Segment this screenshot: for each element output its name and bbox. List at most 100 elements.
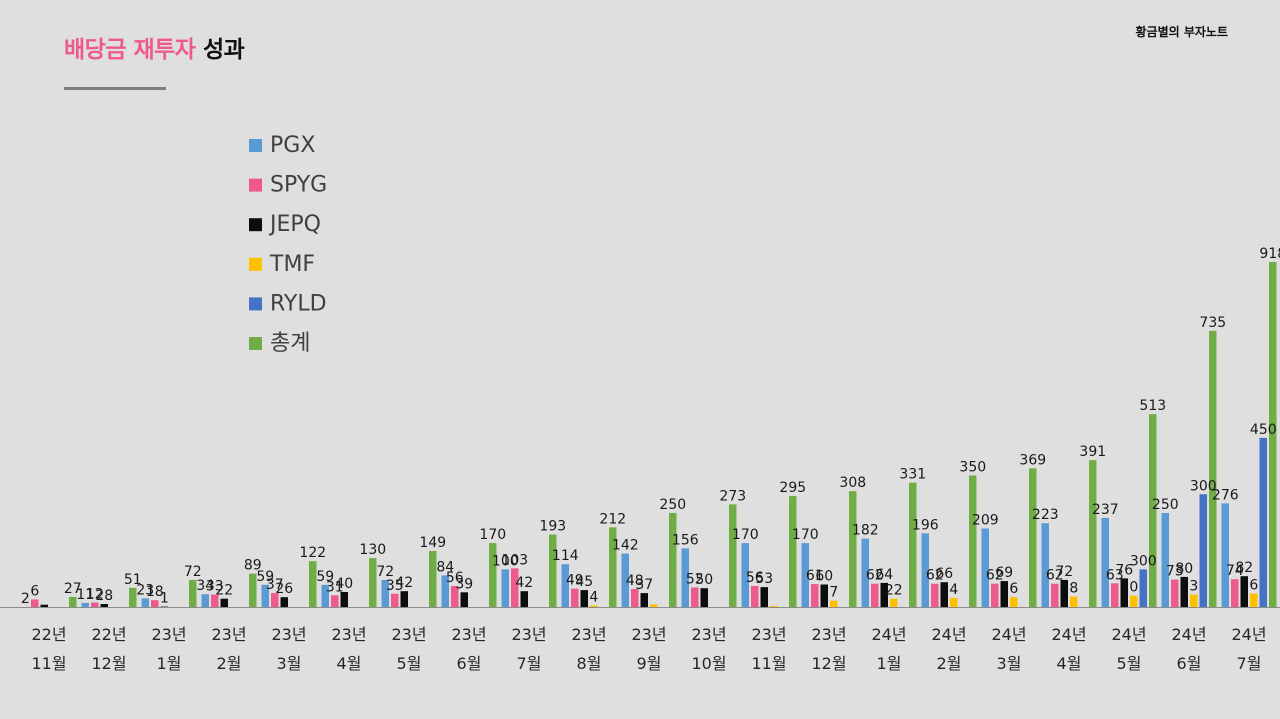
data-label-총계-15: 350 xyxy=(959,460,986,476)
bar-총계-2 xyxy=(189,579,197,607)
bar-총계-0 xyxy=(69,596,77,607)
bar-PGX-15 xyxy=(921,533,929,607)
data-label-PGX-8: 100 xyxy=(492,553,519,569)
data-label-PGX-16: 209 xyxy=(972,513,999,529)
data-label-JEPQ-6: 42 xyxy=(395,575,413,591)
data-label-JEPQ-11: 50 xyxy=(695,572,713,588)
tick-label-month-8: 7월 xyxy=(517,654,542,673)
data-label-SPYG-18: 63 xyxy=(1106,567,1124,583)
bar-PGX-19 xyxy=(1161,513,1169,607)
legend-swatch-TMF xyxy=(249,257,262,271)
bar-SPYG-20 xyxy=(1231,579,1239,607)
bar-TMF-18 xyxy=(1130,595,1138,607)
data-labels-layer: 2 6 27111228512318172343322895937261225931… xyxy=(21,246,1280,607)
tick-label-month-19: 6월 xyxy=(1177,654,1202,673)
bar-총계-19 xyxy=(1209,330,1217,607)
data-label-SPYG-9: 49 xyxy=(566,573,584,589)
bar-JEPQ-6 xyxy=(400,591,408,607)
data-label-PGX-6: 72 xyxy=(376,564,394,580)
tick-label-month-2: 1월 xyxy=(157,654,182,673)
data-label-TMF-13: 7 xyxy=(829,585,838,601)
bar-SPYG-10 xyxy=(631,589,639,607)
bar-TMF-17 xyxy=(1070,596,1078,607)
bar-JEPQ-7 xyxy=(460,592,468,607)
bar-JEPQ-0 xyxy=(40,604,48,607)
bar-총계-10 xyxy=(669,513,677,607)
bar-PGX-9 xyxy=(561,564,569,607)
data-label-TMF-17: 8 xyxy=(1069,581,1078,597)
bar-총계-5 xyxy=(369,558,377,607)
bar-JEPQ-19 xyxy=(1180,576,1188,607)
tick-label-year-7: 23년 xyxy=(451,625,486,644)
bar-총계-7 xyxy=(489,543,497,607)
data-label-SPYG-14: 62 xyxy=(866,568,884,584)
tick-label-month-0: 11월 xyxy=(31,654,66,673)
data-label-RYLD-20: 450 xyxy=(1250,422,1277,438)
bar-SPYG-0 xyxy=(31,599,39,607)
tick-label-year-11: 23년 xyxy=(691,625,726,644)
data-label-SPYG-17: 62 xyxy=(1046,568,1064,584)
data-label-SPYG-10: 48 xyxy=(626,573,644,589)
legend-label-RYLD: RYLD xyxy=(270,291,327,316)
data-label-JEPQ-14: 64 xyxy=(875,567,893,583)
data-label-총계-1: 51 xyxy=(124,572,142,588)
bar-SPYG-19 xyxy=(1171,579,1179,607)
bar-SPYG-8 xyxy=(511,568,519,607)
data-label-JEPQ-7: 39 xyxy=(455,576,473,592)
tick-label-year-1: 22년 xyxy=(91,625,126,644)
legend-label-TMF: TMF xyxy=(269,252,315,277)
bar-SPYG-15 xyxy=(931,583,939,607)
tick-label-month-5: 4월 xyxy=(337,654,362,673)
tick-label-year-2: 23년 xyxy=(151,625,186,644)
data-label-SPYG-0: 6 xyxy=(30,584,39,600)
tick-label-year-9: 23년 xyxy=(571,625,606,644)
bar-JEPQ-12 xyxy=(760,587,768,607)
bar-PGX-18 xyxy=(1101,517,1109,607)
bar-PGX-2 xyxy=(141,598,149,607)
bar-총계-4 xyxy=(309,561,317,607)
bar-JEPQ-13 xyxy=(820,584,828,607)
data-label-총계-14: 331 xyxy=(899,467,926,483)
tick-label-month-1: 12월 xyxy=(91,654,126,673)
tick-label-year-19: 24년 xyxy=(1171,625,1206,644)
data-label-총계-6: 149 xyxy=(419,535,446,551)
tick-label-year-15: 24년 xyxy=(931,625,966,644)
data-label-JEPQ-19: 80 xyxy=(1175,561,1193,577)
data-label-PGX-13: 170 xyxy=(792,527,819,543)
data-label-JEPQ-4: 26 xyxy=(275,581,293,597)
data-label-SPYG-15: 62 xyxy=(926,568,944,584)
bar-JEPQ-16 xyxy=(1000,581,1008,607)
data-label-JEPQ-15: 66 xyxy=(935,566,953,582)
bar-SPYG-18 xyxy=(1111,583,1119,607)
data-label-SPYG-16: 62 xyxy=(986,568,1004,584)
tick-label-month-9: 8월 xyxy=(577,654,602,673)
data-label-SPYG-5: 31 xyxy=(326,579,344,595)
bar-PGX-13 xyxy=(801,543,809,607)
tick-label-month-11: 10월 xyxy=(691,654,726,673)
bar-SPYG-11 xyxy=(691,587,699,607)
data-label-PGX-1: 11 xyxy=(76,587,94,603)
bar-PGX-11 xyxy=(681,548,689,607)
data-label-PGX-17: 223 xyxy=(1032,507,1059,523)
tick-label-year-13: 23년 xyxy=(811,625,846,644)
bar-JEPQ-18 xyxy=(1120,578,1128,607)
bar-SPYG-14 xyxy=(871,583,879,607)
bar-SPYG-4 xyxy=(271,593,279,607)
tick-label-year-16: 24년 xyxy=(991,625,1026,644)
tick-label-month-6: 5월 xyxy=(397,654,422,673)
data-label-TMF-9: 4 xyxy=(589,590,598,606)
tick-label-month-7: 6월 xyxy=(457,654,482,673)
bar-JEPQ-1 xyxy=(100,604,108,607)
legend-label-SPYG: SPYG xyxy=(270,173,327,198)
data-label-SPYG-4: 37 xyxy=(266,577,284,593)
tick-label-year-10: 23년 xyxy=(631,625,666,644)
data-label-총계-8: 193 xyxy=(539,519,566,535)
data-label-PGX-5: 59 xyxy=(316,569,334,585)
tick-label-year-6: 23년 xyxy=(391,625,426,644)
data-label-PGX-15: 196 xyxy=(912,517,939,533)
tick-label-year-18: 24년 xyxy=(1111,625,1146,644)
bar-SPYG-17 xyxy=(1051,583,1059,607)
data-label-PGX-11: 156 xyxy=(672,532,699,548)
data-label-TMF-18: 0 xyxy=(1129,580,1138,596)
